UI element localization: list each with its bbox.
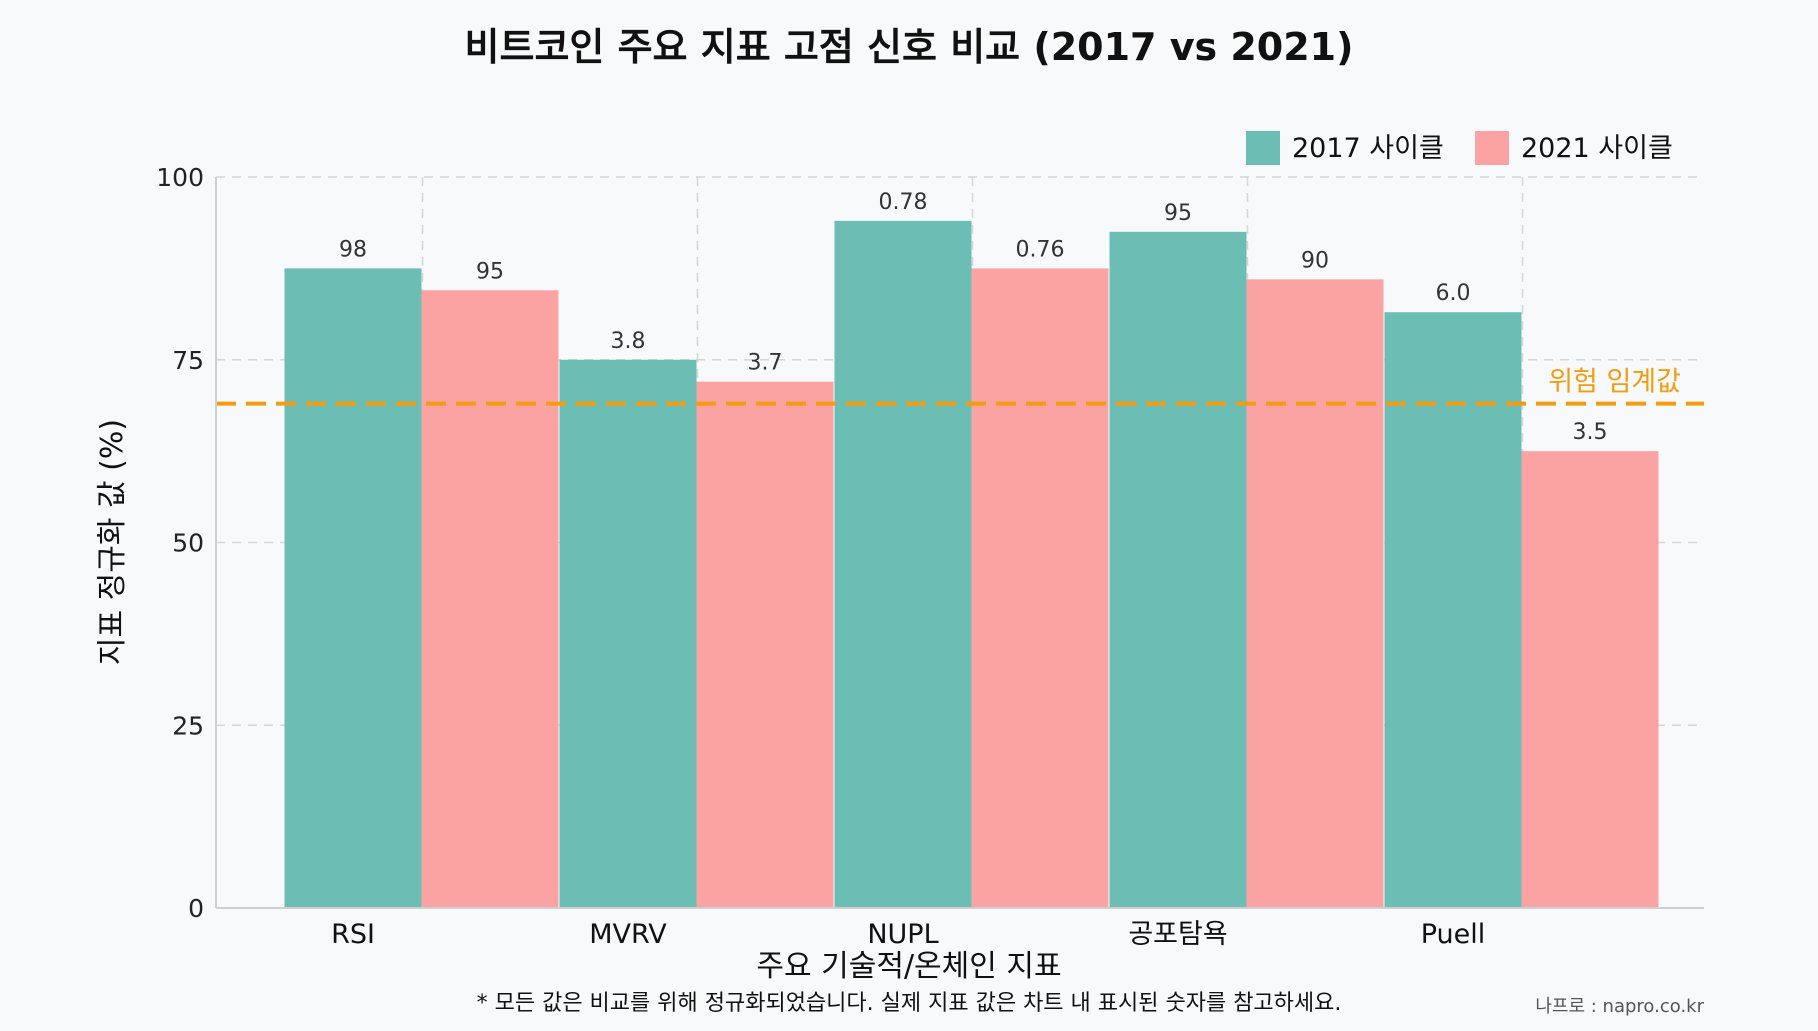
x-tick-label: Puell	[1421, 919, 1486, 950]
data-label: 3.5	[1573, 420, 1608, 445]
x-tick-label: MVRV	[589, 919, 667, 950]
x-tick-label: RSI	[331, 919, 375, 950]
data-label: 98	[339, 237, 367, 262]
x-tick-label: NUPL	[867, 919, 938, 950]
y-tick-label: 75	[172, 346, 204, 375]
y-tick-label: 0	[188, 894, 204, 923]
x-tick-label: 공포탐욕	[1128, 919, 1227, 950]
data-label: 0.76	[1016, 237, 1065, 262]
bar-2017-1	[559, 359, 697, 908]
x-axis-title: 주요 기술적/온체인 지표	[756, 949, 1061, 984]
data-label: 95	[1164, 201, 1192, 226]
bar-2017-3	[1109, 231, 1247, 908]
legend-swatch-2017	[1246, 131, 1280, 165]
data-label: 0.78	[879, 190, 928, 215]
bars	[284, 220, 1659, 909]
bar-2021-0	[421, 290, 559, 908]
y-tick-label: 100	[156, 163, 204, 192]
bar-2021-1	[696, 381, 834, 908]
bar-2021-2	[971, 268, 1109, 908]
value-labels: 98 3.8 0.78 95 6.0 95 3.7 0.76 90 3.5	[339, 190, 1608, 445]
legend-label-2017: 2017 사이클	[1292, 133, 1444, 164]
data-label: 90	[1301, 248, 1329, 273]
legend-swatch-2021	[1475, 131, 1509, 165]
bar-2017-0	[284, 268, 422, 908]
credit-text: 나프로 : napro.co.kr	[1535, 996, 1704, 1017]
threshold-label: 위험 임계값	[1548, 367, 1681, 398]
legend-label-2021: 2021 사이클	[1521, 133, 1673, 164]
y-tick-label: 50	[172, 529, 204, 558]
bar-2017-2	[834, 220, 972, 909]
footnote: * 모든 값은 비교를 위해 정규화되었습니다. 실제 지표 값은 차트 내 표…	[477, 991, 1342, 1016]
data-label: 3.8	[611, 329, 646, 354]
threshold: 위험 임계값	[216, 367, 1704, 406]
data-label: 6.0	[1436, 281, 1471, 306]
bar-2017-4	[1384, 312, 1522, 908]
data-label: 95	[476, 259, 504, 284]
axes: 0 25 50 75 100 RSI MVRV NUPL 공포탐욕 Puell	[156, 163, 1704, 950]
data-label: 3.7	[748, 351, 783, 376]
chart-title: 비트코인 주요 지표 고점 신호 비교 (2017 vs 2021)	[465, 25, 1354, 69]
y-axis-title: 지표 정규화 값 (%)	[95, 419, 130, 665]
bar-2021-4	[1521, 451, 1659, 908]
legend: 2017 사이클 2021 사이클	[1246, 131, 1673, 165]
y-tick-label: 25	[172, 711, 204, 740]
bar-2021-3	[1246, 279, 1384, 909]
